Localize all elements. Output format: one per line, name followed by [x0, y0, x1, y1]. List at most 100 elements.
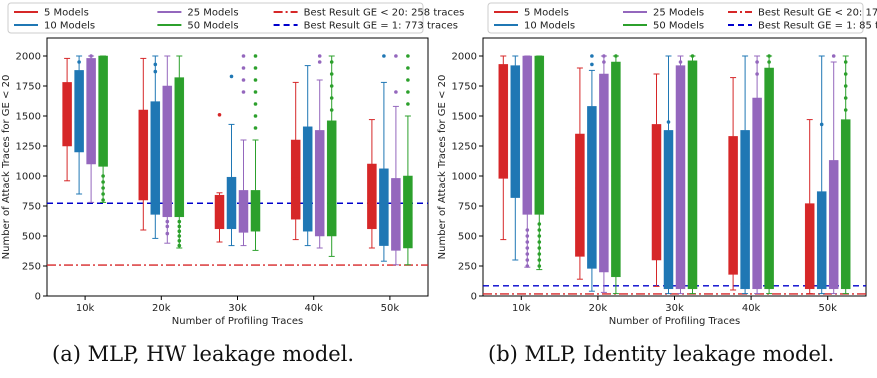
x-tick-label: 30k	[228, 303, 247, 314]
flier-point	[537, 228, 542, 232]
flier-point	[537, 258, 542, 262]
box-10-models-20k	[150, 55, 161, 239]
y-tick-label: 500	[22, 232, 41, 243]
y-tick-label: 250	[458, 262, 477, 273]
box-body	[214, 194, 225, 230]
box-body	[162, 85, 173, 218]
legend-label: Best Result GE < 20: 258 traces	[304, 8, 465, 19]
flier-point	[537, 246, 542, 250]
box-body	[290, 139, 301, 220]
box-10-models-50k	[816, 55, 827, 295]
flier-point	[329, 60, 334, 64]
x-tick-label: 10k	[512, 303, 531, 314]
box-body	[74, 70, 84, 153]
box-25-models-40k	[752, 55, 762, 295]
flier-point	[602, 60, 606, 64]
x-tick-label: 20k	[152, 303, 171, 314]
flier-point	[831, 54, 836, 58]
flier-point	[165, 219, 170, 224]
flier-point	[602, 54, 606, 58]
box-body	[804, 203, 815, 290]
box-body	[828, 160, 839, 290]
y-tick-label: 1500	[452, 112, 477, 123]
flier-point	[525, 252, 530, 256]
box-body	[587, 106, 597, 269]
flier-point	[101, 186, 105, 190]
box-50-models-40k	[326, 55, 337, 257]
legend-label: 25 Models	[653, 8, 704, 19]
flier-point	[406, 90, 410, 94]
x-axis-label: Number of Profiling Traces	[609, 316, 741, 327]
legend-label: 10 Models	[44, 21, 95, 32]
box-body	[98, 55, 108, 167]
box-50-models-50k	[840, 55, 851, 295]
y-tick-label: 1250	[452, 142, 477, 153]
flier-point	[382, 54, 386, 58]
flier-point	[666, 120, 671, 124]
flier-point	[614, 54, 618, 58]
legend-a: 5 Models 10 Models 25 Models 50 Models Best …	[7, 2, 465, 34]
flier-point	[843, 60, 848, 64]
flier-point	[406, 66, 410, 70]
legend-label: 50 Models	[653, 21, 704, 32]
flier-point	[537, 222, 542, 226]
flier-point	[317, 60, 322, 64]
box-5-models-10k	[498, 55, 509, 241]
flier-point	[755, 60, 759, 64]
flier-point	[767, 60, 771, 64]
box-10-models-50k	[379, 54, 389, 262]
box-body	[138, 109, 149, 201]
flier-point	[690, 54, 695, 58]
flier-point	[537, 252, 542, 256]
flier-point	[329, 84, 334, 88]
box-body	[740, 130, 750, 290]
flier-point	[153, 62, 158, 67]
box-body	[663, 130, 674, 290]
legend-label: Best Result GE = 1: 85 traces	[758, 21, 877, 32]
box-body	[728, 136, 738, 275]
box-5-models-10k	[62, 57, 72, 182]
box-body	[238, 190, 249, 233]
flier-point	[329, 96, 334, 100]
box-50-models-10k	[534, 55, 545, 271]
x-tick-label: 40k	[304, 303, 323, 314]
flier-point	[590, 54, 594, 58]
chart-a: 0 250 500 750 1000 1250 1500 1750 2000 10k 20k 30k 4…	[1, 2, 465, 327]
flier-point	[843, 96, 848, 100]
flier-point	[537, 264, 542, 268]
box-body	[367, 163, 377, 230]
flier-point	[101, 180, 105, 184]
box-5-models-20k	[575, 67, 585, 280]
y-tick-label: 1000	[16, 172, 41, 183]
box-body	[522, 55, 533, 215]
box-body	[379, 168, 389, 246]
y-tick-label: 250	[22, 262, 41, 273]
box-25-models-30k	[675, 55, 686, 295]
box-5-models-50k	[367, 119, 377, 249]
flier-point	[525, 246, 530, 250]
box-body	[250, 190, 261, 232]
flier-point	[843, 72, 848, 76]
box-5-models-30k	[651, 73, 662, 287]
y-tick-label: 1500	[16, 112, 41, 123]
box-body	[816, 191, 827, 290]
flier-point	[253, 90, 258, 94]
flier-point	[253, 66, 258, 70]
box-25-models-40k	[314, 54, 325, 249]
box-10-models-10k	[510, 55, 521, 261]
flier-point	[77, 60, 81, 64]
box-50-models-40k	[764, 54, 774, 295]
box-25-models-20k	[162, 55, 173, 244]
box-25-models-20k	[599, 54, 609, 293]
box-body	[599, 73, 609, 273]
y-axis-label: Number of Attack Traces for GE < 20	[1, 75, 12, 260]
flier-point	[329, 108, 334, 112]
box-10-models-30k	[226, 74, 237, 247]
y-tick-label: 1000	[452, 172, 477, 183]
y-tick-label: 0	[35, 292, 41, 303]
box-body	[226, 176, 237, 230]
x-tick-label: 10k	[76, 303, 95, 314]
flier-point	[590, 62, 594, 67]
box-body	[840, 119, 851, 290]
